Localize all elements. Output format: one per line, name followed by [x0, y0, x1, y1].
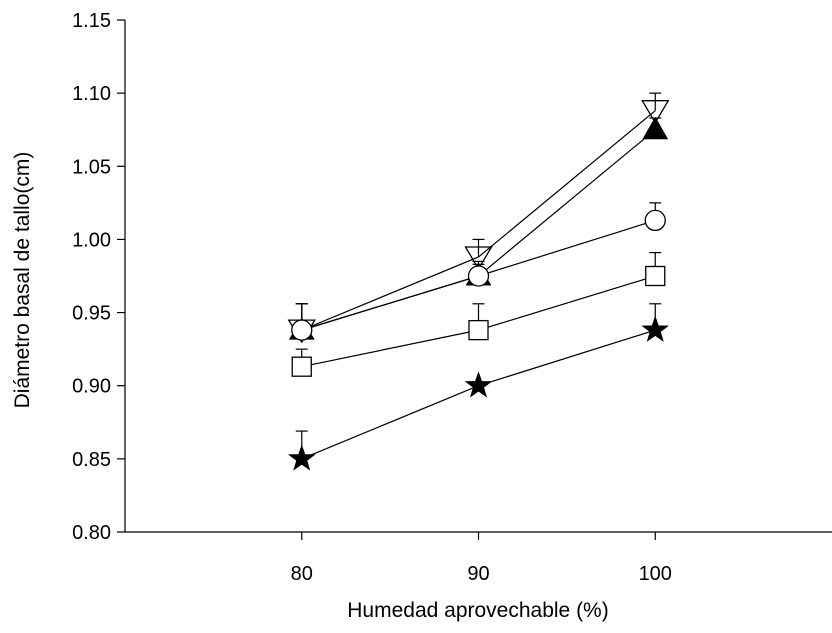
- y-tick-label: 1.10: [72, 83, 111, 105]
- data-point-triangle-up: [642, 116, 669, 140]
- y-tick-label: 1.15: [72, 10, 111, 32]
- series-line: [301, 129, 656, 331]
- y-tick-label: 1.00: [72, 229, 111, 251]
- series-markers: [287, 100, 670, 471]
- data-point-circle: [467, 265, 490, 287]
- x-tick-label: 80: [291, 563, 313, 585]
- x-tick-label: 100: [639, 563, 672, 585]
- data-point-circle: [291, 319, 313, 341]
- data-point-star: [287, 444, 316, 471]
- series-line: [301, 110, 656, 331]
- x-axis-label: Humedad aprovechable (%): [347, 599, 608, 622]
- data-point-square: [468, 319, 489, 341]
- y-axis-label: Diámetro basal de tallo(cm): [11, 152, 34, 409]
- data-point-square: [291, 356, 312, 377]
- x-tick-label: 90: [467, 563, 489, 585]
- y-tick-label: 0.90: [72, 376, 111, 398]
- y-tick-label: 0.80: [72, 522, 111, 544]
- data-point-triangle-down: [464, 246, 493, 271]
- y-tick-label: 1.05: [72, 156, 111, 178]
- data-point-star: [464, 371, 493, 398]
- axes: 0.80 0.85 0.90 0.95 1.00 1.05 1.10 1.15 80 90 100: [72, 10, 832, 585]
- data-point-circle: [644, 209, 666, 232]
- series-line: [301, 329, 656, 460]
- data-point-triangle-down: [641, 100, 670, 124]
- data-point-square: [645, 265, 666, 287]
- y-tick-label: 0.85: [72, 449, 111, 471]
- data-point-star: [641, 315, 670, 342]
- y-tick-label: 0.95: [72, 303, 111, 325]
